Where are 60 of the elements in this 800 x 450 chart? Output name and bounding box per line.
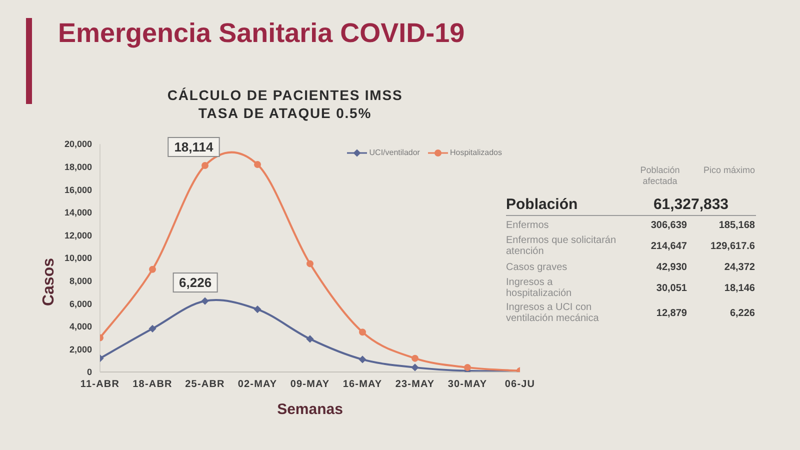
y-axis-title: Casos <box>40 258 58 306</box>
text: 185,168 <box>718 220 755 230</box>
text: 61,327,833 <box>652 196 730 213</box>
text: 24,372 <box>723 262 755 272</box>
annotation: Ingresos a UCI con ventilación mecánica <box>506 302 600 324</box>
y-tick-label: 16,000 <box>64 184 92 195</box>
data-label: 6,226 <box>179 275 212 290</box>
point <box>464 364 471 371</box>
annotation: Enfermos que solicitarán atención <box>506 235 618 257</box>
text: 214,647 <box>650 240 687 252</box>
y-tick-label: 18,000 <box>64 162 92 172</box>
data-label: 18,114 <box>174 140 214 154</box>
legend-label: Hospitalizados <box>450 148 502 157</box>
text: 129,617.6 <box>710 240 755 252</box>
x-tick-label: 25-ABR <box>185 379 226 390</box>
x-tick-label: 09-MAY <box>290 379 330 390</box>
x-tick-label: 11-ABR <box>80 379 120 390</box>
point <box>201 297 209 305</box>
point <box>306 335 314 343</box>
y-tick-label: 4,000 <box>69 322 92 332</box>
text: 12,879 <box>655 308 687 318</box>
point <box>202 162 208 169</box>
x-tick-label: 18-ABR <box>132 379 173 390</box>
text: 306,639 <box>650 220 687 230</box>
text: 30,051 <box>655 282 687 294</box>
x-axis-title: Semanas <box>277 401 343 418</box>
annotation: Población <box>506 196 579 213</box>
point <box>254 161 261 168</box>
legend-label: UCI/ventilador <box>369 148 420 157</box>
chart-subtitle: CÁLCULO DE PACIENTES IMSS TASA DE ATAQUE 0.5% <box>166 86 404 122</box>
point <box>412 354 418 362</box>
annotation: Enfermos <box>506 220 550 230</box>
text: 6,226 <box>728 308 755 318</box>
point <box>254 306 262 314</box>
text: 18,146 <box>723 282 755 294</box>
text: Pico máximo <box>702 165 755 177</box>
point <box>358 356 366 364</box>
annotation: Ingresos a hospitalización <box>506 277 573 299</box>
y-tick-label: 8,000 <box>69 276 92 286</box>
point <box>411 364 419 372</box>
y-tick-label: 0 <box>86 367 92 378</box>
x-tick-label: 06-JU <box>504 379 536 390</box>
point <box>149 266 156 273</box>
x-tick-label: 23-MAY <box>395 379 435 390</box>
y-tick-label: 14,000 <box>64 208 92 218</box>
x-tick-label: 02-MAY <box>238 379 278 390</box>
text: 42,930 <box>655 262 687 272</box>
x-tick-label: 30-MAY <box>448 379 488 390</box>
point <box>359 328 366 336</box>
y-tick-label: 10,000 <box>64 253 92 264</box>
point <box>148 324 156 332</box>
x-tick-label: 16-MAY <box>342 379 382 390</box>
annotation: Casos graves <box>506 262 568 272</box>
y-tick-label: 20,000 <box>64 139 92 150</box>
y-tick-label: 12,000 <box>64 230 92 240</box>
y-tick-label: 6,000 <box>69 298 92 309</box>
text: Población afectada <box>639 165 681 187</box>
point <box>306 260 314 268</box>
y-tick-label: 2,000 <box>69 344 92 354</box>
chart-title: Emergencia Sanitaria COVID-19 <box>58 18 465 49</box>
